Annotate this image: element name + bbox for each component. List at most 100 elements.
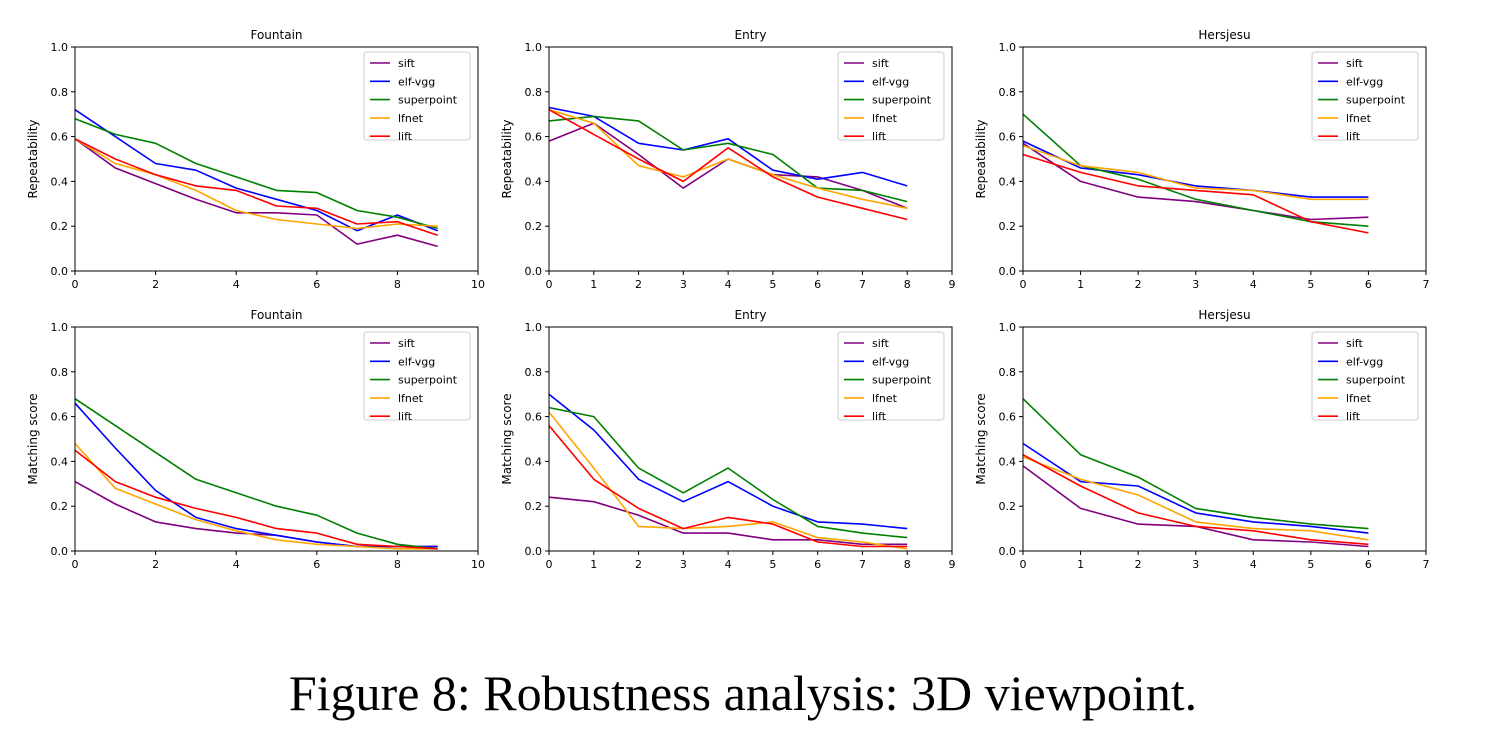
x-tick-label: 9 bbox=[949, 558, 956, 571]
x-tick-label: 3 bbox=[1192, 558, 1199, 571]
series-line-lfnet bbox=[1022, 456, 1369, 541]
y-axis-label: Repeatability bbox=[26, 119, 40, 198]
x-tick-label: 1 bbox=[590, 278, 597, 291]
x-tick-label: 4 bbox=[233, 558, 240, 571]
y-tick-label: 0.0 bbox=[999, 545, 1017, 558]
legend-label: lfnet bbox=[398, 392, 424, 405]
y-tick-label: 0.2 bbox=[51, 220, 69, 233]
chart-panel: Fountain Matching score 0.0 0.2 0.4 0.6 0.8 1.0… bbox=[26, 308, 485, 571]
series-line-sift bbox=[548, 496, 908, 546]
series-line-superpoint bbox=[74, 398, 438, 550]
legend-label: superpoint bbox=[872, 94, 932, 107]
legend-box bbox=[837, 331, 945, 421]
legend-label: superpoint bbox=[398, 94, 458, 107]
x-tick-label: 5 bbox=[1307, 278, 1314, 291]
legend-label: lfnet bbox=[1346, 392, 1372, 405]
legend-label: lfnet bbox=[398, 112, 424, 125]
chart-panel: Hersjesu Matching score 0.0 0.2 0.4 0.6 0.8 1.0… bbox=[974, 308, 1430, 571]
x-tick-label: 3 bbox=[680, 558, 687, 571]
y-tick-label: 0.2 bbox=[999, 500, 1017, 513]
legend-label: lfnet bbox=[872, 392, 898, 405]
x-tick-label: 5 bbox=[769, 278, 776, 291]
y-tick-label: 0.4 bbox=[999, 455, 1017, 468]
y-tick-label: 0.4 bbox=[51, 455, 69, 468]
legend-label: sift bbox=[1346, 337, 1363, 350]
chart-title: Hersjesu bbox=[1198, 308, 1250, 322]
chart-panel: Entry Repeatability 0.0 0.2 0.4 0.6 0.8 1.0 0 1 2 3… bbox=[500, 28, 956, 291]
x-tick-label: 10 bbox=[471, 558, 485, 571]
legend-label: lift bbox=[1346, 130, 1361, 143]
legend-label: lift bbox=[872, 130, 887, 143]
x-tick-label: 1 bbox=[1077, 558, 1084, 571]
plot-frame bbox=[1022, 46, 1427, 272]
x-tick-label: 2 bbox=[152, 278, 159, 291]
y-tick-label: 0.8 bbox=[525, 86, 543, 99]
y-tick-label: 0.6 bbox=[525, 411, 543, 424]
legend-label: elf-vgg bbox=[1346, 75, 1383, 88]
y-axis-label: Repeatability bbox=[500, 119, 514, 198]
y-tick-label: 0.0 bbox=[999, 265, 1017, 278]
chart-title: Entry bbox=[735, 308, 767, 322]
x-tick-label: 0 bbox=[546, 558, 553, 571]
legend-label: sift bbox=[872, 337, 889, 350]
series-line-lift bbox=[548, 108, 908, 221]
x-tick-label: 2 bbox=[1135, 558, 1142, 571]
x-tick-label: 0 bbox=[1020, 278, 1027, 291]
chart-panel: Fountain Repeatability 0.0 0.2 0.4 0.6 0.8 1.0 0… bbox=[26, 28, 485, 291]
x-tick-label: 7 bbox=[859, 558, 866, 571]
y-tick-label: 0.8 bbox=[51, 86, 69, 99]
series-line-elf-vgg bbox=[1022, 442, 1369, 534]
x-tick-label: 8 bbox=[904, 558, 911, 571]
plot-frame bbox=[548, 46, 953, 272]
chart-title: Entry bbox=[735, 28, 767, 42]
legend-label: elf-vgg bbox=[872, 355, 909, 368]
plot-frame bbox=[1022, 326, 1427, 552]
y-axis-label: Matching score bbox=[974, 393, 988, 484]
series-line-elf-vgg bbox=[548, 106, 908, 187]
y-tick-label: 0.8 bbox=[999, 366, 1017, 379]
legend-label: sift bbox=[1346, 57, 1363, 70]
legend-box bbox=[363, 331, 471, 421]
series-line-lift bbox=[74, 138, 438, 236]
series-line-sift bbox=[74, 138, 438, 248]
legend-label: lift bbox=[398, 130, 413, 143]
y-axis-label: Repeatability bbox=[974, 119, 988, 198]
y-tick-label: 0.6 bbox=[999, 411, 1017, 424]
x-tick-label: 5 bbox=[1307, 558, 1314, 571]
y-tick-label: 0.6 bbox=[51, 411, 69, 424]
x-tick-label: 7 bbox=[859, 278, 866, 291]
series-line-lfnet bbox=[74, 442, 438, 550]
x-tick-label: 0 bbox=[546, 278, 553, 291]
y-tick-label: 1.0 bbox=[51, 321, 69, 334]
x-tick-label: 2 bbox=[152, 558, 159, 571]
x-tick-label: 3 bbox=[680, 278, 687, 291]
x-tick-label: 0 bbox=[1020, 558, 1027, 571]
series-line-lfnet bbox=[548, 108, 908, 210]
y-tick-label: 0.0 bbox=[51, 545, 69, 558]
y-tick-label: 1.0 bbox=[51, 41, 69, 54]
series-line-superpoint bbox=[74, 117, 438, 230]
legend-box bbox=[837, 51, 945, 141]
x-tick-label: 4 bbox=[1250, 278, 1257, 291]
series-line-elf-vgg bbox=[74, 402, 438, 548]
series-line-lift bbox=[74, 449, 438, 550]
x-tick-label: 0 bbox=[72, 278, 79, 291]
legend-box bbox=[1311, 51, 1419, 141]
x-tick-label: 6 bbox=[313, 278, 320, 291]
y-tick-label: 0.2 bbox=[525, 500, 543, 513]
x-tick-label: 6 bbox=[1365, 558, 1372, 571]
legend-box bbox=[363, 51, 471, 141]
x-tick-label: 4 bbox=[1250, 558, 1257, 571]
x-tick-label: 6 bbox=[313, 558, 320, 571]
x-tick-label: 4 bbox=[725, 278, 732, 291]
x-tick-label: 7 bbox=[1423, 278, 1430, 291]
series-line-superpoint bbox=[1022, 398, 1369, 530]
series-line-elf-vgg bbox=[1022, 140, 1369, 198]
series-line-lift bbox=[1022, 153, 1369, 234]
chart-panel: Entry Matching score 0.0 0.2 0.4 0.6 0.8 1.0 0 1 2… bbox=[500, 308, 956, 571]
y-tick-label: 0.2 bbox=[51, 500, 69, 513]
x-tick-label: 8 bbox=[394, 558, 401, 571]
y-tick-label: 0.4 bbox=[525, 455, 543, 468]
series-line-lfnet bbox=[1022, 144, 1369, 201]
x-tick-label: 8 bbox=[904, 278, 911, 291]
